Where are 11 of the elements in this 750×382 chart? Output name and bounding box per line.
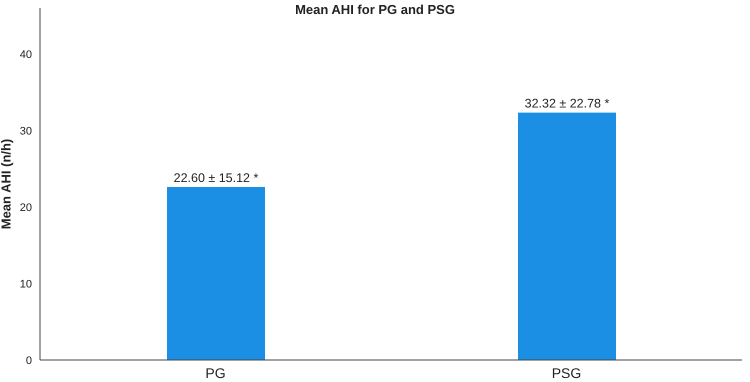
x-tick-label: PG bbox=[205, 364, 226, 381]
data-label: 32.32 ± 22.78 * bbox=[524, 96, 610, 111]
chart-title: Mean AHI for PG and PSG bbox=[294, 2, 456, 17]
data-label: 22.60 ± 15.12 * bbox=[174, 171, 258, 186]
y-tick-label: 10 bbox=[20, 278, 32, 290]
y-tick-label: 20 bbox=[20, 202, 32, 214]
y-tick-label: 40 bbox=[20, 48, 32, 61]
y-axis-title: Mean AHI (n/h) bbox=[0, 138, 14, 230]
y-tick-label: 0 bbox=[26, 354, 32, 367]
y-tick-label: 30 bbox=[20, 125, 32, 138]
x-tick-label: PSG bbox=[552, 364, 582, 381]
